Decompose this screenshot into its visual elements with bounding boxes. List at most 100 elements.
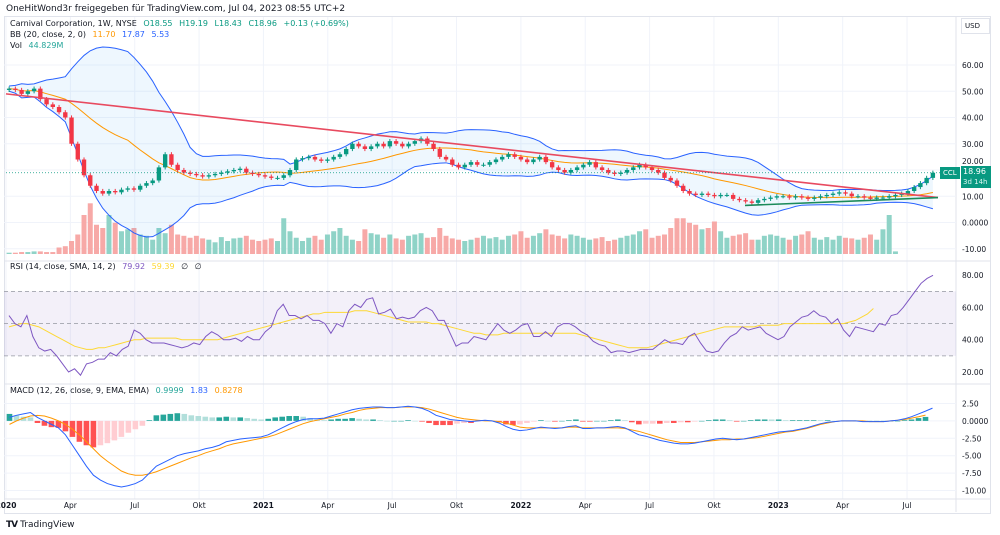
volume-bar (212, 242, 218, 254)
candle-body (930, 172, 936, 178)
bb-upper-value: 17.87 (121, 30, 145, 39)
volume-bar (793, 235, 799, 254)
candle-body (612, 172, 617, 174)
macd-histogram-bar (146, 420, 153, 421)
volume-bar (805, 231, 811, 254)
macd-histogram-bar (601, 420, 607, 422)
macd-histogram-bar (761, 419, 768, 421)
volume-bar (293, 237, 299, 254)
candle-body (462, 164, 467, 168)
candle-body (468, 162, 474, 165)
candle-body (88, 175, 93, 186)
volume-bar (243, 235, 249, 254)
candle-body (25, 91, 31, 94)
time-axis-label: Okt (450, 501, 463, 510)
candle-body (325, 159, 330, 161)
macd-histogram-bar (580, 420, 586, 422)
volume-bar (867, 234, 873, 254)
candle-body (799, 196, 804, 198)
volume-bar (431, 237, 437, 254)
candle-body (393, 141, 399, 144)
candle-body (219, 172, 224, 174)
macd-histogram-bar (174, 413, 181, 421)
candle-body (549, 162, 555, 168)
volume-bar (474, 237, 480, 254)
candle-body (237, 168, 243, 170)
volume-bar (624, 235, 630, 254)
volume-bar (761, 235, 767, 254)
time-axis-label: Apr (64, 501, 78, 510)
candle-body (824, 194, 829, 197)
currency-label[interactable]: USD (961, 18, 990, 34)
volume-bar (780, 237, 786, 254)
macd-histogram-bar (13, 415, 20, 421)
macd-histogram-bar (265, 418, 272, 421)
volume-bar (368, 233, 374, 254)
macd-histogram-bar (810, 420, 817, 421)
candle-body (194, 173, 199, 176)
volume-bar (337, 228, 343, 254)
macd-axis-label: -7.50 (962, 469, 982, 478)
macd-histogram-bar (27, 417, 34, 421)
macd-axis-label: -10.00 (962, 487, 986, 496)
candle-body (306, 156, 311, 159)
macd-histogram-bar (684, 420, 691, 423)
macd-histogram-bar (768, 419, 775, 421)
volume-bar (524, 237, 530, 254)
macd-histogram-bar (132, 420, 139, 430)
volume-bar (343, 235, 349, 254)
macd-histogram-bar (733, 420, 740, 422)
volume-bar (886, 215, 892, 254)
macd-histogram-bar (440, 420, 446, 426)
macd-histogram-bar (782, 420, 789, 421)
candle-body (225, 171, 230, 173)
volume-bar (356, 241, 362, 254)
candle-body (812, 197, 817, 199)
volume-bar (412, 234, 418, 254)
rsi-axis-label: 40.00 (962, 336, 984, 345)
candle-body (456, 164, 461, 168)
candle-body (599, 167, 605, 170)
vol-legend[interactable]: Vol 44.829M (10, 41, 67, 50)
volume-bar (6, 252, 12, 254)
macd-axis-label: 2.50 (962, 399, 979, 408)
volume-bar (19, 252, 25, 254)
volume-bar (449, 238, 455, 254)
candle-body (100, 191, 105, 194)
candle-body (874, 197, 879, 199)
volume-bar (537, 233, 543, 254)
macd-histogram-bar (419, 420, 425, 422)
bb-legend[interactable]: BB (20, close, 2, 0) 11.70 17.87 5.53 (10, 30, 173, 39)
macd-histogram-bar (335, 418, 341, 421)
macd-histogram-bar (433, 420, 439, 426)
bb-lower-value: 5.53 (151, 30, 170, 39)
candle-body (674, 180, 680, 186)
macd-histogram-bar (62, 420, 69, 432)
volume-bar (574, 235, 580, 254)
last-price: 18.96 (963, 167, 986, 176)
candle-body (699, 193, 705, 195)
tradingview-logo[interactable]: TV TradingView (6, 520, 75, 530)
vol-label: Vol (10, 41, 22, 50)
ohlc-change: +0.13 (+0.69%) (283, 19, 349, 28)
macd-histogram-bar (363, 419, 369, 421)
candle-body (624, 170, 630, 173)
volume-bar (587, 239, 593, 254)
macd-legend[interactable]: MACD (12, 26, close, 9, EMA, EMA) 0.9999… (10, 386, 247, 395)
volume-bar (306, 237, 312, 254)
macd-histogram-bar (573, 419, 579, 421)
candle-body (312, 156, 318, 160)
macd-histogram-bar (258, 419, 265, 421)
candle-body (31, 88, 37, 92)
macd-histogram-bar (643, 420, 649, 424)
macd-histogram-bar (20, 416, 27, 421)
volume-bar (399, 239, 405, 254)
volume-bar (686, 222, 692, 254)
candle-body (125, 188, 130, 190)
volume-bar (637, 231, 643, 254)
volume-bar (730, 235, 736, 254)
vol-value: 44.829M (28, 41, 64, 50)
rsi-legend[interactable]: RSI (14, close, SMA, 14, 2) 79.92 59.39 … (10, 262, 206, 271)
candle-body (44, 99, 49, 105)
